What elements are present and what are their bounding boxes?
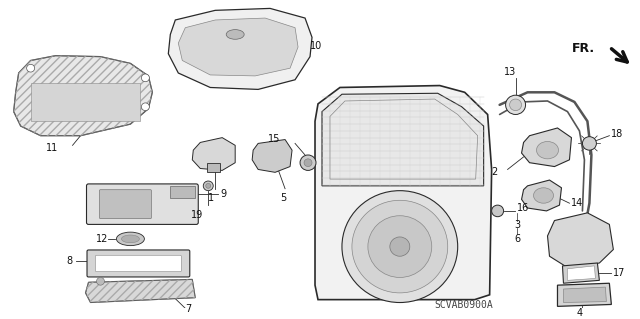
Circle shape (300, 155, 316, 170)
Polygon shape (192, 137, 235, 170)
Polygon shape (547, 213, 613, 269)
Polygon shape (207, 163, 220, 172)
Ellipse shape (536, 142, 559, 159)
FancyBboxPatch shape (87, 250, 190, 277)
Circle shape (27, 64, 35, 72)
Text: SCVAB0900A: SCVAB0900A (435, 300, 493, 310)
Polygon shape (31, 83, 140, 121)
Polygon shape (315, 85, 492, 300)
Ellipse shape (116, 232, 145, 246)
Text: 19: 19 (191, 210, 204, 220)
Text: 18: 18 (611, 129, 623, 139)
Text: 14: 14 (572, 198, 584, 208)
Circle shape (506, 95, 525, 115)
Text: 1: 1 (208, 193, 214, 204)
Polygon shape (557, 283, 611, 306)
Text: 10: 10 (310, 41, 323, 51)
Circle shape (97, 278, 104, 285)
Text: 12: 12 (95, 234, 108, 244)
Polygon shape (179, 18, 298, 76)
Text: 13: 13 (504, 67, 516, 77)
Polygon shape (563, 263, 600, 283)
Ellipse shape (122, 235, 140, 243)
Text: 3: 3 (515, 220, 521, 230)
Text: 2: 2 (492, 167, 498, 177)
Text: 5: 5 (280, 193, 286, 204)
Circle shape (509, 99, 522, 111)
Text: FR.: FR. (572, 42, 595, 56)
Polygon shape (168, 8, 312, 89)
Text: 6: 6 (515, 234, 521, 244)
Polygon shape (86, 279, 195, 302)
Text: 11: 11 (46, 143, 59, 153)
Polygon shape (13, 56, 152, 136)
Circle shape (141, 103, 149, 111)
Text: 7: 7 (186, 304, 191, 315)
Circle shape (204, 181, 213, 191)
Polygon shape (170, 186, 195, 198)
Polygon shape (522, 180, 561, 211)
Text: 17: 17 (613, 268, 626, 278)
Ellipse shape (226, 30, 244, 39)
FancyBboxPatch shape (95, 255, 181, 272)
Polygon shape (563, 287, 606, 302)
Polygon shape (568, 266, 595, 280)
Circle shape (205, 183, 211, 188)
Polygon shape (522, 128, 572, 167)
FancyBboxPatch shape (86, 184, 198, 224)
Text: 16: 16 (516, 203, 529, 213)
Circle shape (352, 200, 448, 293)
Text: 15: 15 (268, 134, 280, 144)
Circle shape (368, 216, 432, 278)
Circle shape (582, 137, 596, 150)
Text: 9: 9 (220, 189, 227, 198)
Text: 8: 8 (67, 256, 72, 266)
Ellipse shape (534, 188, 554, 203)
Polygon shape (252, 139, 292, 172)
Polygon shape (322, 93, 484, 186)
Circle shape (390, 237, 410, 256)
Circle shape (304, 159, 312, 167)
Circle shape (492, 205, 504, 217)
Circle shape (342, 191, 458, 302)
Text: 4: 4 (577, 308, 582, 318)
Circle shape (141, 74, 149, 82)
FancyBboxPatch shape (99, 190, 152, 219)
